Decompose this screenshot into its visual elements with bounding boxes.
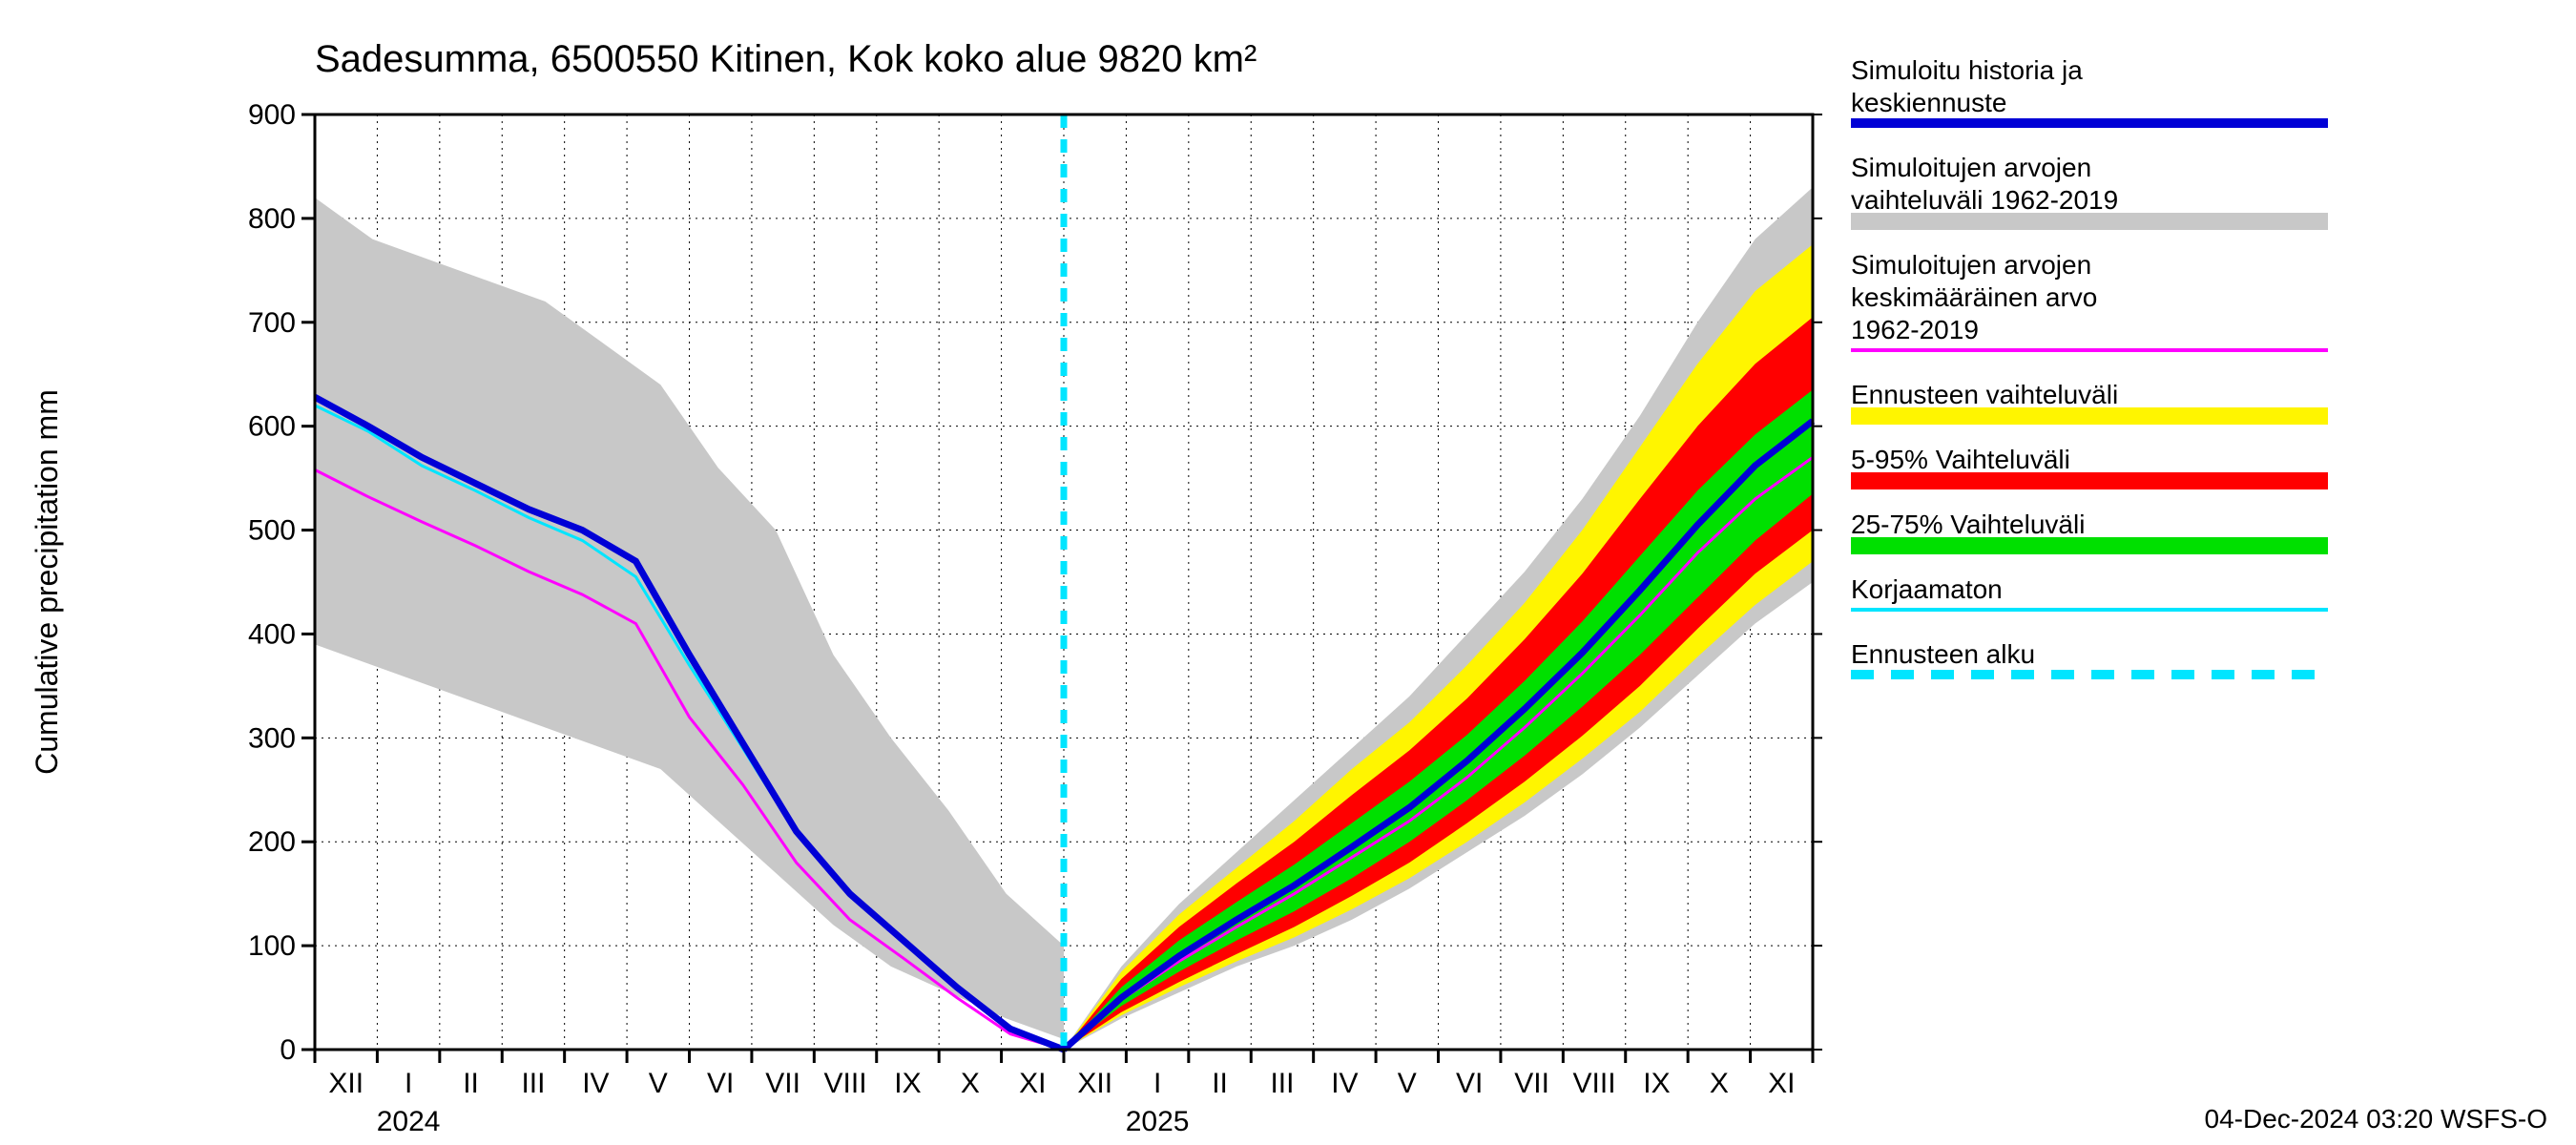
xtick-label: I: [405, 1068, 412, 1099]
ytick-label: 200: [248, 826, 296, 858]
legend-label: 25-75% Vaihteluväli: [1851, 510, 2085, 539]
ytick-label: 400: [248, 618, 296, 650]
xtick-label: VI: [707, 1068, 734, 1099]
year-label: 2024: [377, 1106, 441, 1137]
ytick-label: 700: [248, 307, 296, 339]
xtick-label: VI: [1456, 1068, 1483, 1099]
legend-label: Simuloitu historia ja: [1851, 55, 2083, 85]
ytick-label: 100: [248, 930, 296, 962]
xtick-label: IV: [1331, 1068, 1358, 1099]
legend-swatch: [1851, 472, 2328, 489]
legend-label: vaihteluväli 1962-2019: [1851, 185, 2118, 215]
ytick-label: 500: [248, 515, 296, 547]
chart-title: Sadesumma, 6500550 Kitinen, Kok koko alu…: [315, 38, 1257, 80]
legend-label: Ennusteen vaihteluväli: [1851, 380, 2118, 409]
precipitation-chart: 0100200300400500600700800900XIIIIIIIIIVV…: [0, 0, 2576, 1145]
xtick-label: III: [521, 1068, 545, 1099]
ytick-label: 900: [248, 99, 296, 131]
xtick-label: VIII: [1573, 1068, 1616, 1099]
ytick-label: 800: [248, 203, 296, 235]
xtick-label: VII: [1514, 1068, 1549, 1099]
chart-container: 0100200300400500600700800900XIIIIIIIIIVV…: [0, 0, 2576, 1145]
legend-label: Simuloitujen arvojen: [1851, 153, 2091, 182]
xtick-label: X: [961, 1068, 980, 1099]
xtick-label: III: [1270, 1068, 1294, 1099]
year-label: 2025: [1126, 1106, 1190, 1137]
legend-label: Ennusteen alku: [1851, 639, 2035, 669]
xtick-label: V: [649, 1068, 668, 1099]
ytick-label: 600: [248, 411, 296, 443]
legend-swatch: [1851, 537, 2328, 554]
ytick-label: 300: [248, 722, 296, 754]
legend-swatch: [1851, 407, 2328, 425]
legend-swatch: [1851, 213, 2328, 230]
ytick-label: 0: [280, 1034, 296, 1066]
xtick-label: IX: [894, 1068, 921, 1099]
xtick-label: IV: [582, 1068, 609, 1099]
xtick-label: XII: [328, 1068, 364, 1099]
xtick-label: VIII: [824, 1068, 867, 1099]
legend-label: 1962-2019: [1851, 315, 1979, 344]
legend-label: keskiennuste: [1851, 88, 2006, 117]
xtick-label: V: [1398, 1068, 1417, 1099]
xtick-label: IX: [1643, 1068, 1670, 1099]
chart-footer: 04-Dec-2024 03:20 WSFS-O: [2205, 1104, 2548, 1134]
legend-label: Simuloitujen arvojen: [1851, 250, 2091, 280]
xtick-label: X: [1710, 1068, 1729, 1099]
xtick-label: XI: [1019, 1068, 1046, 1099]
xtick-label: II: [1212, 1068, 1228, 1099]
legend-label: 5-95% Vaihteluväli: [1851, 445, 2070, 474]
xtick-label: II: [463, 1068, 479, 1099]
legend-label: keskimääräinen arvo: [1851, 282, 2097, 312]
y-axis-label: Cumulative precipitation mm: [30, 389, 64, 775]
xtick-label: XI: [1768, 1068, 1795, 1099]
xtick-label: I: [1153, 1068, 1161, 1099]
xtick-label: XII: [1077, 1068, 1112, 1099]
legend-label: Korjaamaton: [1851, 574, 2003, 604]
xtick-label: VII: [765, 1068, 800, 1099]
